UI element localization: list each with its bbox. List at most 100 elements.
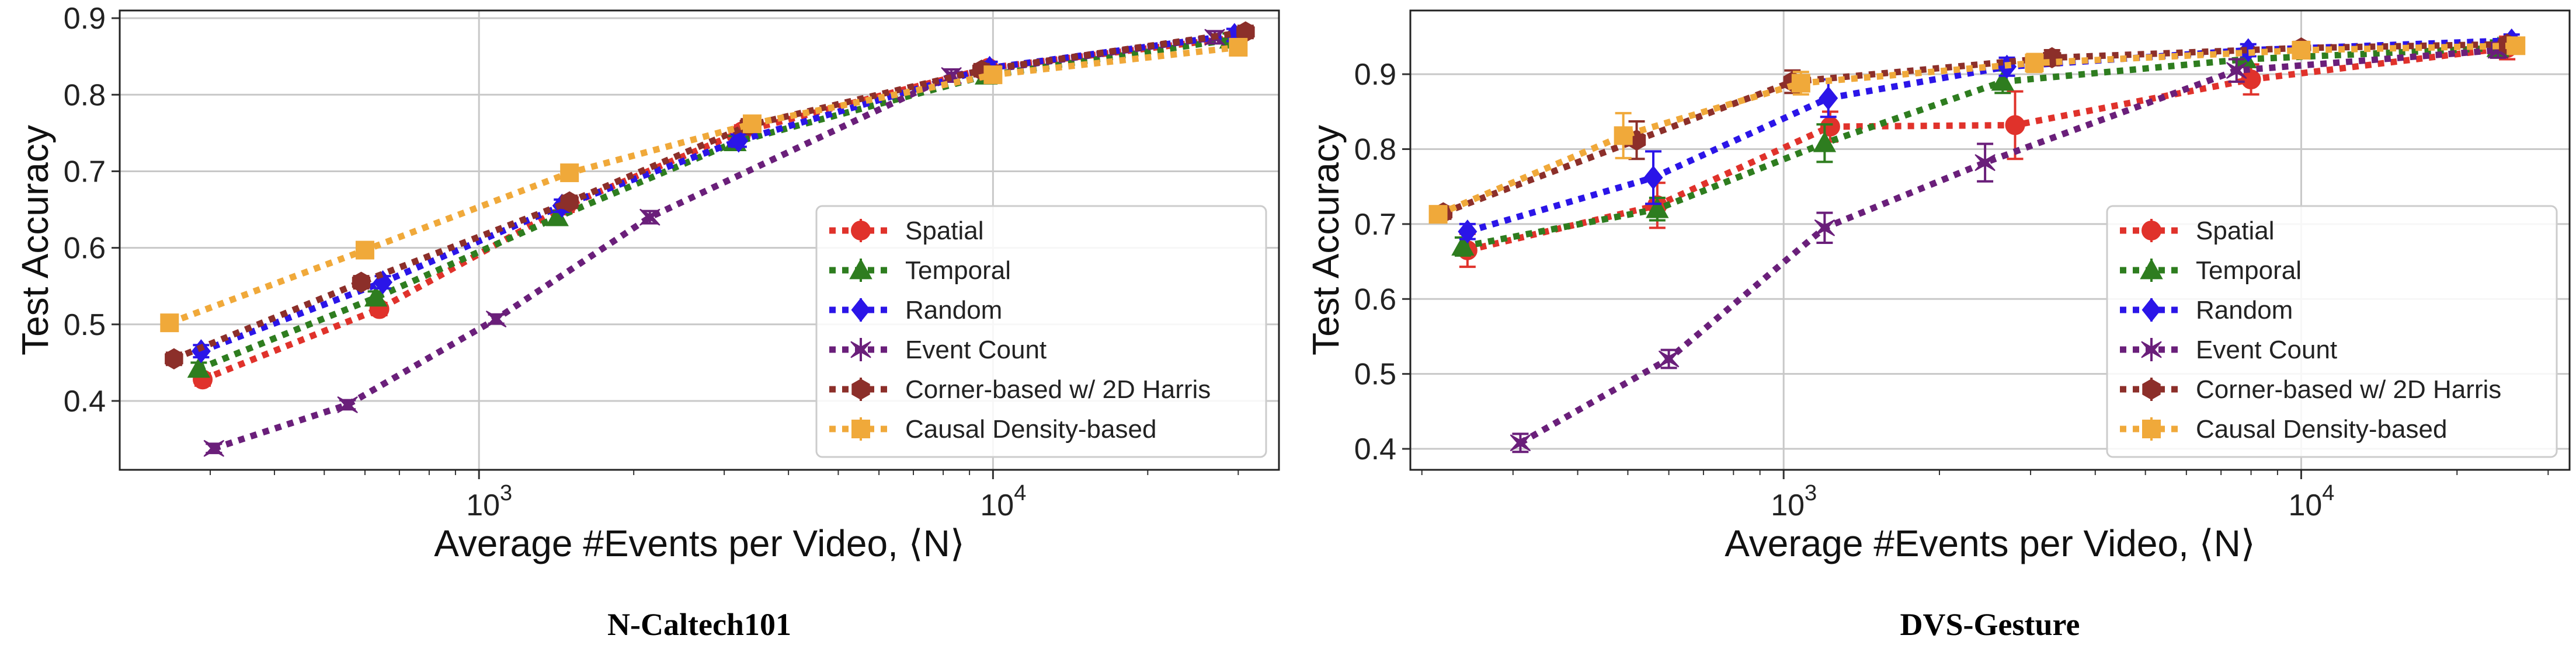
y-tick-label: 0.7 [64, 155, 106, 189]
data-point [355, 240, 374, 260]
series-line [1518, 47, 2498, 446]
legend-marker [2141, 341, 2162, 358]
x-tick-base: 10 [2288, 488, 2322, 522]
y-tick-label: 0.5 [1354, 358, 1396, 392]
series-causal-density-based [1428, 36, 2526, 224]
legend-label: Temporal [905, 256, 1011, 285]
data-point [1451, 235, 1475, 256]
data-point [2292, 41, 2311, 60]
series-line [172, 29, 1246, 362]
data-point [1791, 74, 1810, 93]
legend-box [2106, 205, 2558, 458]
x-tick-exponent: 4 [2322, 481, 2334, 505]
data-point [364, 285, 388, 307]
y-tick-label: 0.6 [1354, 282, 1396, 316]
legend-label: Spatial [2196, 217, 2275, 245]
x-tick-label: 103 [1771, 481, 1817, 522]
legend-marker [2142, 298, 2161, 322]
legend-label: Causal Density-based [905, 415, 1156, 444]
data-point [1428, 205, 1448, 224]
data-point [485, 310, 507, 328]
legend-label: Random [2196, 296, 2293, 324]
legend-marker [850, 341, 871, 358]
data-point [2025, 53, 2044, 72]
plot-frame [119, 9, 1280, 471]
data-point [1643, 165, 1663, 190]
data-point [560, 191, 579, 213]
data-point [1614, 126, 1633, 145]
x-tick-label: 103 [466, 481, 512, 522]
legend-label: Event Count [905, 336, 1047, 364]
data-point [373, 270, 393, 295]
data-point [187, 357, 211, 378]
plot-frame [1409, 9, 2571, 471]
legend-label: Random [905, 296, 1002, 324]
x-tick-exponent: 4 [1014, 481, 1026, 505]
legend-marker [2142, 420, 2161, 438]
y-axis-label: Test Accuracy [1305, 125, 1347, 355]
y-tick-label: 0.5 [64, 308, 106, 342]
data-point [560, 163, 579, 183]
x-axis-label: Average #Events per Video, ⟨N⟩ [1725, 522, 2255, 564]
legend-label: Causal Density-based [2196, 415, 2447, 444]
data-point [729, 128, 749, 153]
legend-marker [2140, 258, 2163, 280]
legend-marker [2142, 378, 2161, 400]
data-point [165, 348, 183, 369]
data-point [2507, 36, 2526, 55]
data-point [1229, 37, 1248, 57]
series-line [168, 44, 1239, 326]
legend: Spatial Temporal Random Event Count Corner-b… [2106, 205, 2558, 458]
data-point [1819, 86, 1838, 110]
series-causal-density-based [160, 37, 1248, 333]
x-tick-base: 10 [980, 488, 1014, 522]
data-point [1813, 131, 1837, 152]
series-line [1466, 44, 2508, 254]
data-point [352, 271, 371, 293]
x-tick-label: 104 [2288, 481, 2334, 522]
series-line [200, 32, 1235, 354]
data-point [983, 65, 1003, 85]
legend-marker [851, 221, 871, 240]
data-point [203, 439, 225, 457]
series-line [197, 36, 1232, 372]
data-point [2238, 38, 2258, 62]
data-point [742, 114, 762, 134]
legend-label: Corner-based w/ 2D Harris [905, 375, 1211, 404]
data-point [160, 313, 179, 333]
data-point [1658, 350, 1680, 368]
y-tick-label: 0.8 [64, 78, 106, 112]
legend-label: Spatial [905, 217, 984, 245]
legend-label: Temporal [2196, 256, 2302, 285]
y-tick-label: 0.9 [64, 2, 106, 36]
y-tick-label: 0.4 [64, 385, 106, 418]
data-point [337, 396, 358, 413]
legend-marker [2142, 221, 2161, 240]
y-axis-label: Test Accuracy [14, 125, 56, 355]
series-line [1462, 44, 2498, 250]
y-tick-label: 0.7 [1354, 208, 1396, 242]
data-point [2226, 62, 2247, 79]
data-point [1510, 434, 1531, 452]
legend-marker [849, 258, 872, 280]
data-point [639, 208, 660, 226]
x-tick-label: 104 [980, 481, 1026, 522]
x-tick-base: 10 [466, 488, 500, 522]
figure-caption: N-Caltech101 [607, 607, 791, 642]
x-tick-base: 10 [1771, 488, 1805, 522]
y-tick-label: 0.6 [64, 232, 106, 266]
series-line [1442, 41, 2508, 216]
data-point [1646, 197, 1669, 218]
series-line [1437, 42, 2516, 218]
data-point [1991, 69, 2015, 91]
legend-label: Corner-based w/ 2D Harris [2196, 375, 2501, 404]
legend-marker [851, 298, 871, 322]
x-tick-exponent: 3 [1805, 481, 1817, 505]
data-point [1458, 219, 1478, 244]
legend: Spatial Temporal Random Event Count Corner-b… [815, 205, 1267, 458]
legend-marker [851, 420, 870, 438]
y-tick-label: 0.9 [1354, 58, 1396, 92]
